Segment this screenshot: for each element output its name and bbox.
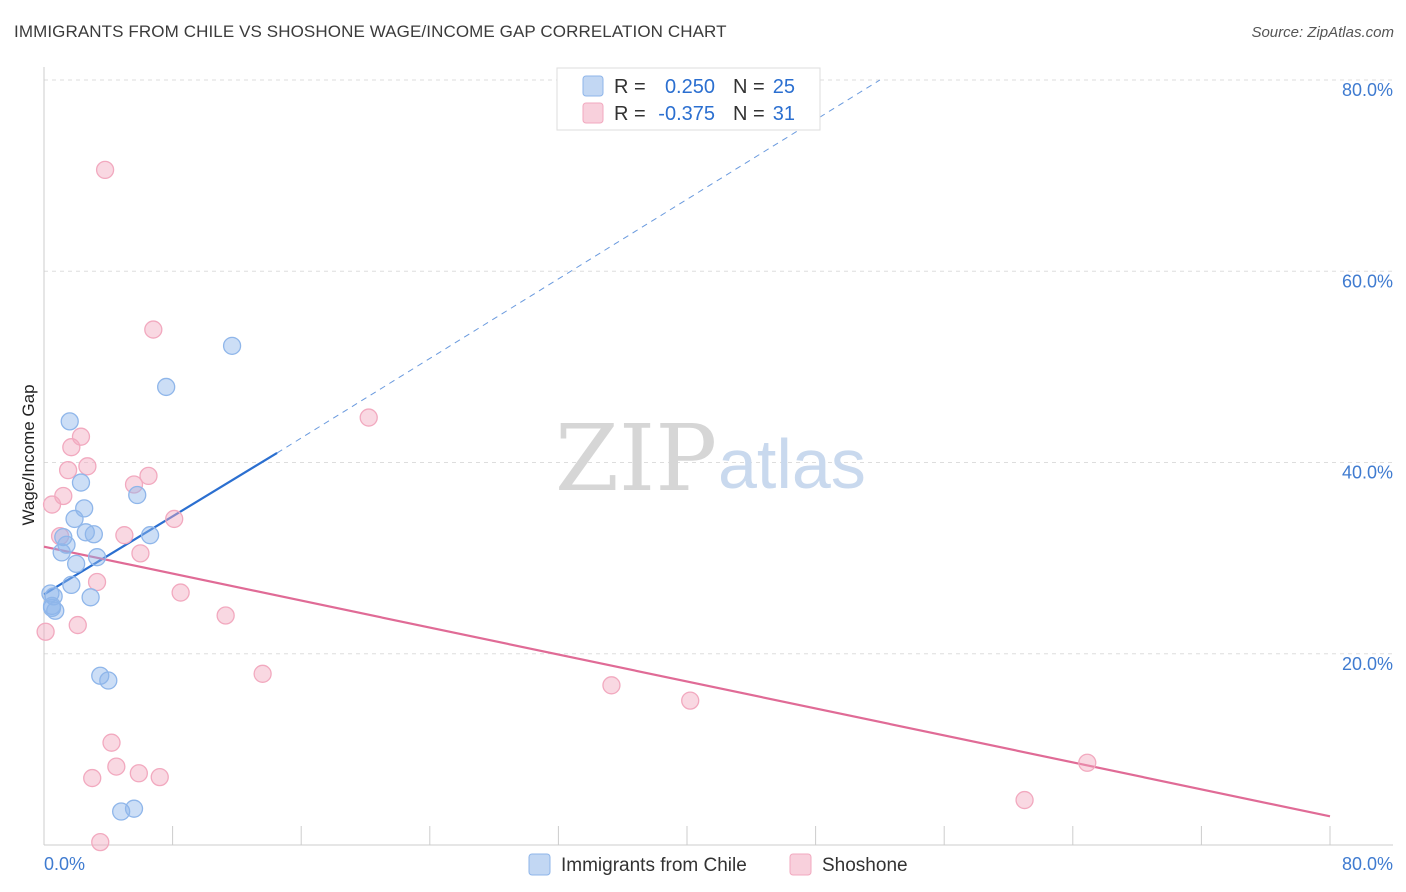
data-point-shoshone	[36, 622, 55, 641]
data-point-shoshone	[95, 160, 115, 180]
y-tick-label: 60.0%	[1342, 271, 1393, 291]
legend-top: R = 0.250 N = 25 R = -0.375 N = 31	[556, 67, 821, 131]
data-point-shoshone	[1015, 790, 1034, 810]
trend-line-chile	[43, 451, 278, 596]
data-point-chile	[128, 485, 147, 505]
trend-lines	[43, 79, 1331, 818]
data-point-chile	[87, 548, 107, 567]
watermark-atlas: atlas	[718, 425, 866, 503]
data-point-shoshone	[171, 583, 190, 602]
data-point-shoshone	[68, 615, 87, 635]
legend-bottom-label-chile: Immigrants from Chile	[561, 855, 747, 876]
data-point-shoshone	[102, 733, 121, 752]
watermark-zip: ZIP	[555, 405, 717, 512]
data-point-shoshone	[150, 767, 169, 787]
x-tick-label-min: 0.0%	[44, 854, 85, 874]
grid-lines	[44, 79, 1393, 655]
chart-title: IMMIGRANTS FROM CHILE VS SHOSHONE WAGE/I…	[14, 22, 727, 41]
data-point-shoshone	[87, 572, 107, 592]
data-point-chile	[46, 601, 65, 620]
trend-line-shoshone	[43, 545, 1331, 818]
legend-n-label: N =	[733, 76, 765, 98]
data-point-shoshone	[1078, 753, 1097, 772]
y-axis-label: Wage/Income Gap	[19, 384, 38, 525]
data-point-chile	[67, 554, 86, 574]
y-tick-label: 20.0%	[1342, 654, 1393, 674]
legend-n-value: 25	[773, 76, 795, 98]
data-point-shoshone	[124, 475, 144, 494]
data-points	[36, 160, 1097, 852]
source-label: Source: ZipAtlas.com	[1251, 24, 1394, 41]
data-point-shoshone	[139, 466, 158, 486]
data-point-shoshone	[91, 832, 110, 852]
y-tick-labels: 20.0% 40.0% 60.0% 80.0%	[1342, 80, 1393, 674]
data-point-chile	[99, 671, 118, 690]
data-point-chile	[60, 412, 79, 431]
data-point-chile	[75, 499, 94, 518]
data-point-shoshone	[165, 509, 184, 529]
data-point-shoshone	[216, 606, 235, 625]
x-tick-label-max: 80.0%	[1342, 854, 1393, 874]
legend-swatch-chile	[582, 75, 604, 97]
y-tick-label: 40.0%	[1342, 463, 1393, 483]
data-point-shoshone	[115, 526, 134, 545]
y-tick-label: 80.0%	[1342, 80, 1393, 100]
legend-bottom-swatch-chile	[528, 853, 551, 876]
legend-bottom-label-shoshone: Shoshone	[822, 855, 908, 876]
legend-r-label: R =	[614, 76, 646, 98]
legend-r-label: R =	[614, 103, 646, 125]
legend-r-value: -0.375	[658, 103, 715, 125]
data-point-shoshone	[144, 320, 163, 339]
axes	[43, 67, 1393, 846]
data-point-chile	[57, 535, 76, 554]
data-point-chile	[81, 588, 100, 607]
legend-bottom-swatch-shoshone	[789, 853, 812, 876]
data-point-shoshone	[78, 457, 97, 476]
data-point-shoshone	[359, 408, 378, 427]
legend-bottom: Immigrants from Chile Shoshone	[528, 853, 908, 876]
legend-swatch-shoshone	[582, 102, 604, 124]
data-point-shoshone	[83, 768, 102, 788]
legend-n-value: 31	[773, 103, 795, 125]
data-point-chile	[124, 799, 144, 818]
data-point-shoshone	[58, 460, 78, 480]
data-point-chile	[157, 377, 176, 397]
data-point-shoshone	[107, 757, 126, 776]
legend-r-value: 0.250	[665, 76, 715, 98]
data-point-shoshone	[131, 544, 150, 563]
data-point-shoshone	[71, 427, 91, 446]
data-point-chile	[62, 575, 81, 595]
trend-line-chile-extension	[276, 79, 881, 454]
data-point-chile	[71, 473, 91, 492]
data-point-shoshone	[602, 676, 621, 695]
data-point-chile	[222, 336, 242, 355]
data-point-shoshone	[129, 764, 148, 783]
data-point-chile	[84, 525, 103, 544]
data-point-chile	[140, 526, 160, 545]
data-point-shoshone	[681, 691, 700, 710]
legend-n-label: N =	[733, 103, 765, 125]
data-point-shoshone	[253, 664, 272, 683]
data-point-shoshone	[54, 486, 73, 506]
